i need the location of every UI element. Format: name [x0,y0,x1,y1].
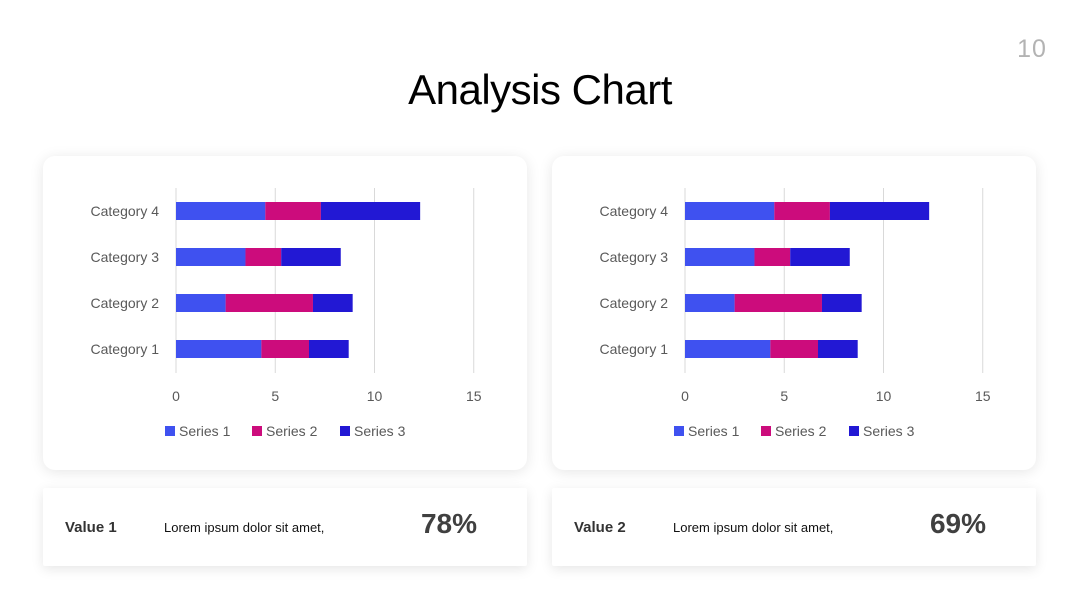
x-tick-label: 5 [780,388,788,404]
x-tick-label: 0 [681,388,689,404]
bar-segment [790,248,850,266]
x-tick-label: 10 [367,388,383,404]
bar-segment [176,248,246,266]
value-percent: 69% [929,508,986,539]
bar-segment [245,248,282,266]
bar-segment [685,294,735,312]
x-tick-label: 15 [975,388,991,404]
bar-segment [685,248,755,266]
value-percent: 78% [420,508,477,539]
x-tick-label: 10 [876,388,892,404]
bar-segment [265,202,321,220]
chart-card-right: 0 5 10 15 Category 1 Category 2 Category 3 Cate… [552,156,1036,470]
bar-segment [176,294,226,312]
legend-swatch [340,426,350,436]
bar-segment [261,340,309,358]
legend-swatch [252,426,262,436]
bar-segment [685,340,771,358]
bar-segment [225,294,313,312]
value-card-1: Value 1 Lorem ipsum dolor sit amet, 78% [43,488,527,566]
category-label: Category 1 [600,341,669,357]
bar-segment [685,202,775,220]
slide-title: Analysis Chart [408,66,672,113]
category-label: Category 2 [91,295,160,311]
x-tick-label: 0 [172,388,180,404]
x-tick-label: 5 [271,388,279,404]
legend-swatch [761,426,771,436]
x-tick-label: 15 [466,388,482,404]
page-number: 10 [1017,35,1047,63]
legend-label: Series 1 [688,423,740,439]
bar-segment [312,294,353,312]
chart-card-left: 0 5 10 15 Category 1 Category 2 Category 3 Cate… [43,156,527,470]
bar-segment [770,340,818,358]
legend-swatch [674,426,684,436]
bar-segment [281,248,341,266]
legend-label: Series 3 [354,423,406,439]
bar-segment [829,202,930,220]
legend-label: Series 1 [179,423,231,439]
stacked-bar-chart-left: 0 5 10 15 Category 1 Category 2 Category 3 Cate… [91,188,482,439]
bar-segment [308,340,349,358]
bar-segment [754,248,791,266]
bar-segment [320,202,421,220]
category-label: Category 1 [91,341,160,357]
value-label: Value 2 [574,519,626,536]
legend-label: Series 3 [863,423,915,439]
bar-segment [774,202,830,220]
legend-label: Series 2 [775,423,827,439]
category-label: Category 3 [91,249,160,265]
bar-segment [817,340,858,358]
bar-segment [821,294,862,312]
category-label: Category 2 [600,295,669,311]
value-description: Lorem ipsum dolor sit amet, [164,520,325,535]
bar-segment [734,294,822,312]
value-card-2: Value 2 Lorem ipsum dolor sit amet, 69% [552,488,1036,566]
category-label: Category 4 [91,203,160,219]
value-label: Value 1 [65,519,117,536]
bar-segment [176,202,266,220]
legend-swatch [165,426,175,436]
legend-swatch [849,426,859,436]
value-description: Lorem ipsum dolor sit amet, [673,520,834,535]
bar-segment [176,340,262,358]
legend-label: Series 2 [266,423,318,439]
stacked-bar-chart-right: 0 5 10 15 Category 1 Category 2 Category 3 Cate… [600,188,991,439]
category-label: Category 3 [600,249,669,265]
category-label: Category 4 [600,203,669,219]
